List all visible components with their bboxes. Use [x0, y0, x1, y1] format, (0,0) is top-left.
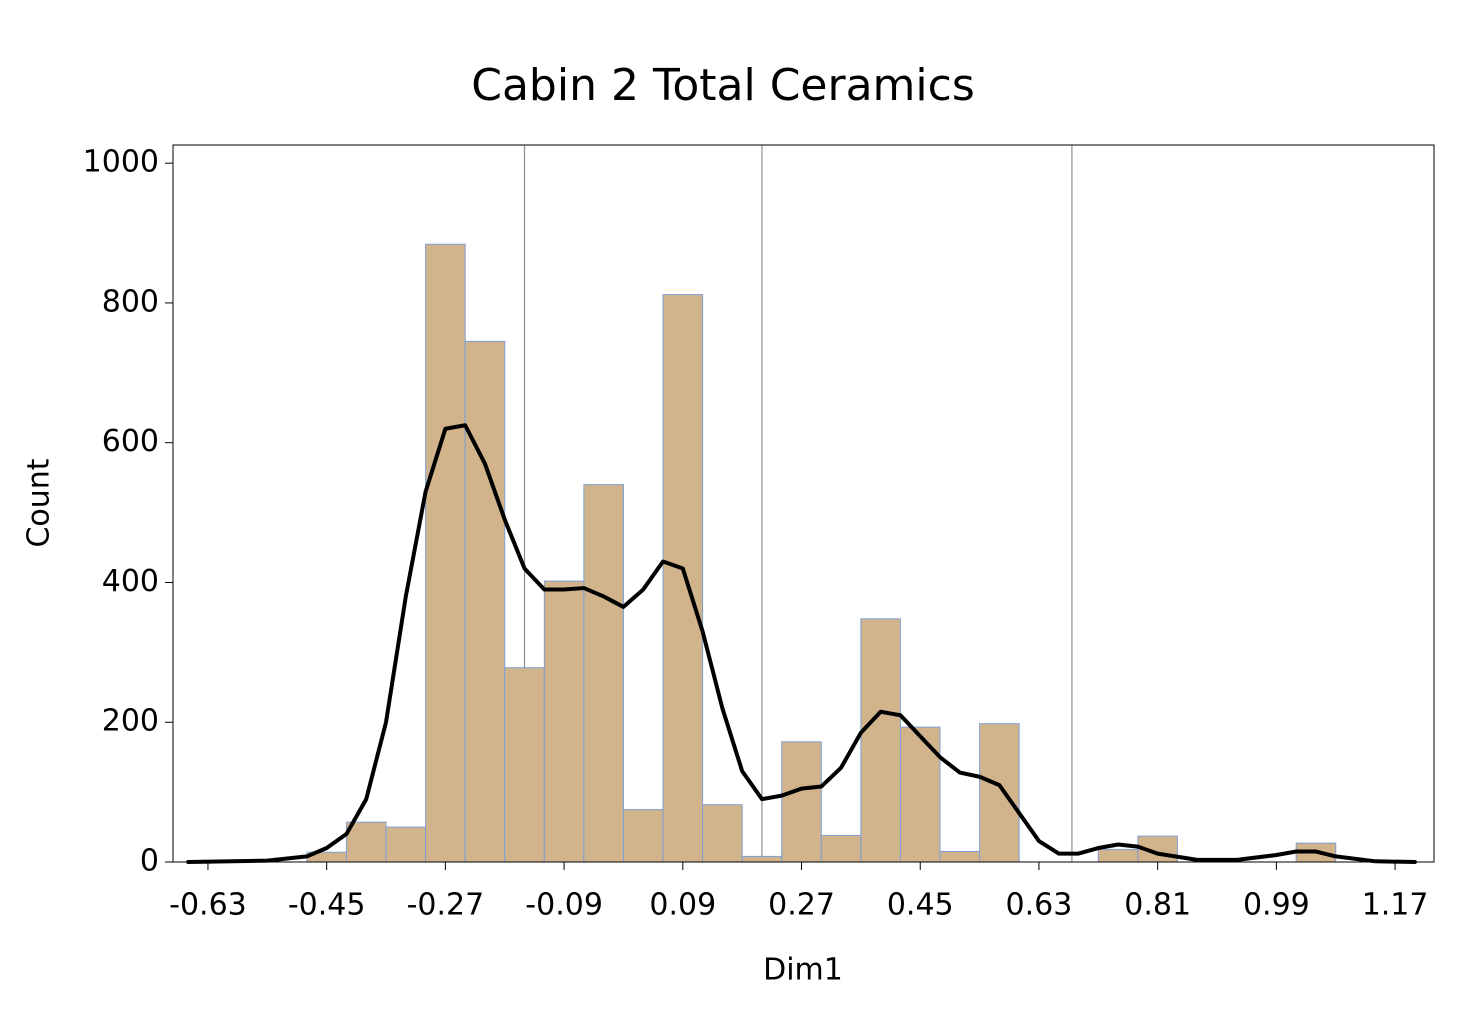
x-tick-label: 0.27	[768, 888, 835, 923]
x-tick-label: -0.45	[288, 888, 366, 923]
y-tick-label: 400	[102, 564, 159, 599]
histogram-bar	[543, 580, 585, 863]
histogram-bar	[425, 243, 466, 863]
x-axis-label: Dim1	[763, 953, 843, 988]
y-tick-label: 600	[102, 424, 159, 459]
histogram-bar	[622, 809, 664, 863]
x-tick-label: 0.09	[649, 888, 716, 923]
histogram-bar	[385, 826, 427, 863]
x-tick-label: 0.99	[1243, 888, 1310, 923]
density-curve	[186, 423, 1417, 864]
histogram-bar	[860, 618, 901, 863]
histogram-bar	[1097, 848, 1139, 863]
y-tick-label: 1000	[83, 145, 159, 180]
x-tick-label: 0.63	[1006, 888, 1073, 923]
histogram-bar	[345, 821, 387, 863]
x-tick-label: -0.09	[525, 888, 603, 923]
y-tick-label: 0	[140, 844, 159, 879]
histogram-bar	[464, 340, 506, 863]
histogram-bar	[820, 834, 862, 863]
x-tick-label: 1.17	[1362, 888, 1429, 923]
plot-frame	[172, 144, 1435, 863]
y-axis-label: Count	[22, 458, 57, 547]
x-tick-label: 0.81	[1124, 888, 1191, 923]
chart-title: Cabin 2 Total Ceramics	[471, 60, 975, 111]
y-tick-label: 800	[102, 284, 159, 319]
x-tick-label: -0.27	[407, 888, 485, 923]
histogram-bar	[781, 741, 822, 863]
histogram-bar	[741, 855, 783, 863]
histogram-bar	[939, 851, 981, 863]
histogram-bar	[504, 667, 545, 863]
histogram-bar	[662, 294, 704, 863]
x-tick-label: -0.63	[169, 888, 247, 923]
y-tick-label: 200	[102, 704, 159, 739]
histogram-bar	[899, 726, 941, 863]
histogram-bar	[583, 484, 624, 863]
histogram-bar	[702, 804, 743, 863]
x-tick-label: 0.45	[887, 888, 954, 923]
histogram-bar	[979, 723, 1020, 863]
